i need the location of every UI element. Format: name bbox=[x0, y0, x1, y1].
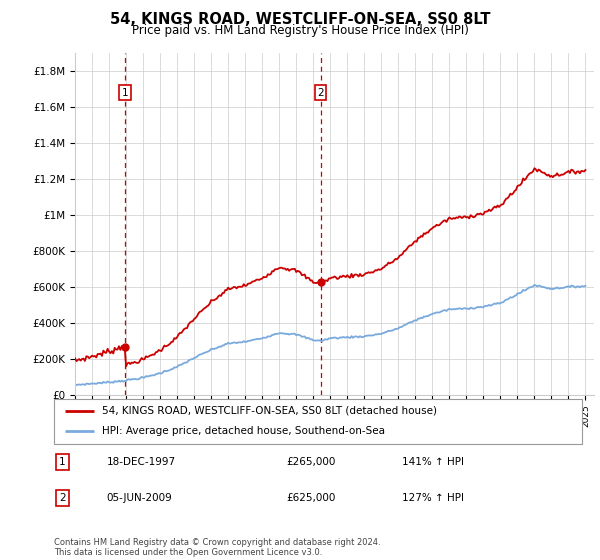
Text: HPI: Average price, detached house, Southend-on-Sea: HPI: Average price, detached house, Sout… bbox=[101, 426, 385, 436]
Text: 1: 1 bbox=[122, 88, 128, 98]
Text: £625,000: £625,000 bbox=[286, 493, 335, 503]
Text: 141% ↑ HPI: 141% ↑ HPI bbox=[403, 457, 464, 467]
Text: £265,000: £265,000 bbox=[286, 457, 335, 467]
Text: 05-JUN-2009: 05-JUN-2009 bbox=[107, 493, 173, 503]
Text: 2: 2 bbox=[317, 88, 324, 98]
Text: Contains HM Land Registry data © Crown copyright and database right 2024.
This d: Contains HM Land Registry data © Crown c… bbox=[54, 538, 380, 557]
Text: 54, KINGS ROAD, WESTCLIFF-ON-SEA, SS0 8LT: 54, KINGS ROAD, WESTCLIFF-ON-SEA, SS0 8L… bbox=[110, 12, 490, 27]
Text: 54, KINGS ROAD, WESTCLIFF-ON-SEA, SS0 8LT (detached house): 54, KINGS ROAD, WESTCLIFF-ON-SEA, SS0 8L… bbox=[101, 406, 437, 416]
Text: 127% ↑ HPI: 127% ↑ HPI bbox=[403, 493, 464, 503]
Text: 18-DEC-1997: 18-DEC-1997 bbox=[107, 457, 176, 467]
Text: 1: 1 bbox=[59, 457, 66, 467]
Text: 2: 2 bbox=[59, 493, 66, 503]
FancyBboxPatch shape bbox=[54, 399, 582, 444]
Text: Price paid vs. HM Land Registry's House Price Index (HPI): Price paid vs. HM Land Registry's House … bbox=[131, 24, 469, 36]
